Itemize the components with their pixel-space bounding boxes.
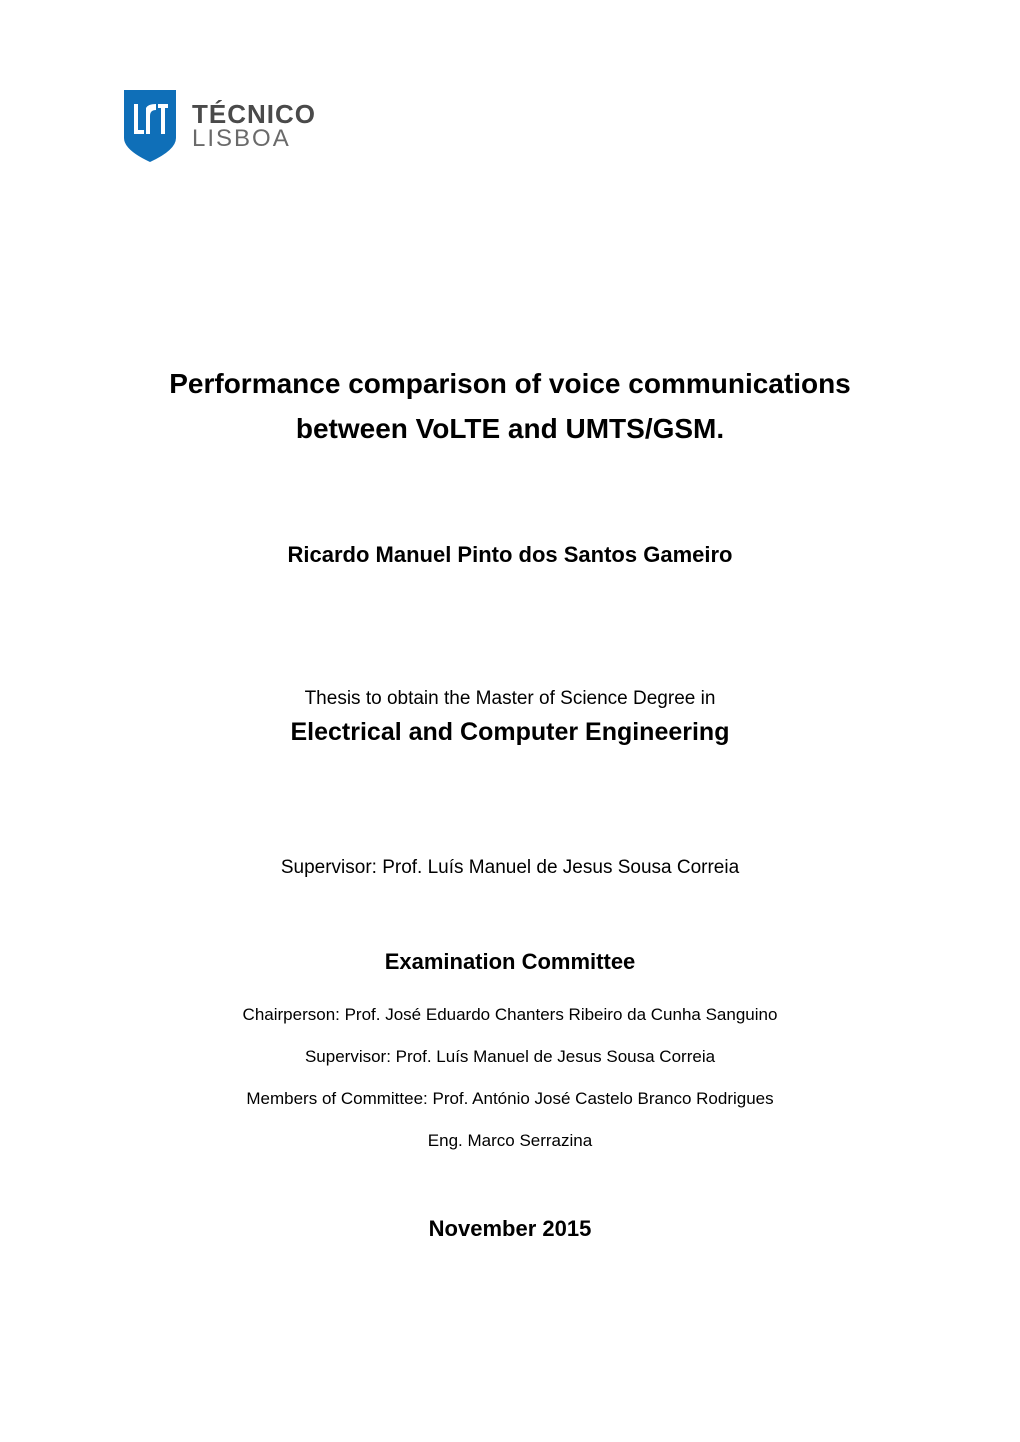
author-name: Ricardo Manuel Pinto dos Santos Gameiro [120, 542, 900, 568]
shield-icon [120, 90, 180, 162]
committee-chairperson: Chairperson: Prof. José Eduardo Chanters… [120, 1005, 900, 1025]
supervisor-line: Supervisor: Prof. Luís Manuel de Jesus S… [120, 857, 900, 879]
logo-text: TÉCNICO LISBOA [192, 101, 316, 151]
committee-header: Examination Committee [120, 949, 900, 975]
committee-supervisor: Supervisor: Prof. Luís Manuel de Jesus S… [120, 1047, 900, 1067]
logo-text-bottom: LISBOA [192, 127, 316, 151]
thesis-date: November 2015 [120, 1216, 900, 1242]
title-line-2: between VoLTE and UMTS/GSM. [120, 407, 900, 452]
title-line-1: Performance comparison of voice communic… [120, 362, 900, 407]
logo-text-top: TÉCNICO [192, 101, 316, 127]
thesis-title: Performance comparison of voice communic… [120, 362, 900, 452]
committee-members: Members of Committee: Prof. António José… [120, 1089, 900, 1109]
degree-name: Electrical and Computer Engineering [120, 718, 900, 747]
thesis-intro: Thesis to obtain the Master of Science D… [120, 688, 900, 710]
committee-member-2: Eng. Marco Serrazina [120, 1131, 900, 1151]
institution-logo: TÉCNICO LISBOA [120, 90, 900, 162]
